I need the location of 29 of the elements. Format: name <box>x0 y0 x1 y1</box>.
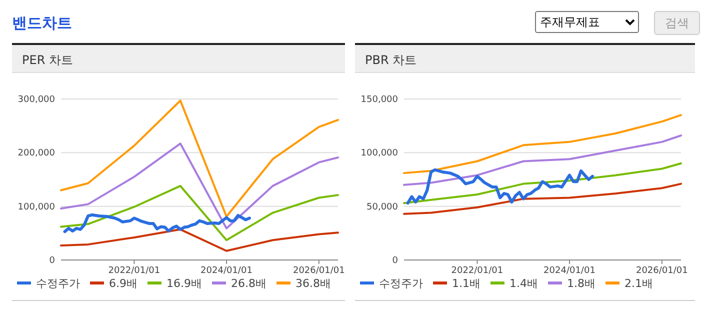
x-tick-label: 2024/01/01 <box>544 266 596 276</box>
y-tick-label: 0 <box>392 256 398 266</box>
legend-label: 수정주가 <box>379 277 423 290</box>
x-tick-label: 2026/01/01 <box>292 266 345 276</box>
x-tick-label: 2022/01/01 <box>451 266 504 276</box>
y-tick-label: 150,000 <box>360 95 398 105</box>
y-tick-label: 100,000 <box>18 202 56 212</box>
legend-label: 수정주가 <box>36 277 80 290</box>
x-tick-label: 2022/01/01 <box>108 266 160 276</box>
legend-label: 26.8배 <box>231 277 266 290</box>
legend-label: 1.8배 <box>567 277 596 290</box>
legend-label: 6.9배 <box>109 277 138 290</box>
legend-label: 2.1배 <box>624 277 653 290</box>
chart-title: PBR 차트 <box>355 43 695 73</box>
text: 검색 <box>654 11 700 35</box>
chart-title: PER 차트 <box>12 43 345 73</box>
y-tick-label: 300,000 <box>18 95 56 105</box>
x-tick-label: 2024/01/01 <box>200 266 252 276</box>
y-tick-label: 200,000 <box>18 148 56 159</box>
text: 주재무제표 <box>535 11 639 33</box>
legend-label: 16.9배 <box>166 277 202 290</box>
y-tick-label: 100,000 <box>360 148 398 159</box>
y-tick-label: 0 <box>49 256 56 266</box>
legend-label: 36.8배 <box>296 277 331 290</box>
legend-label: 1.4배 <box>510 277 538 290</box>
text: 밴드차트 <box>12 14 72 33</box>
y-tick-label: 50,000 <box>366 202 398 212</box>
legend-label: 1.1배 <box>452 277 480 290</box>
x-tick-label: 2026/01/01 <box>636 266 688 276</box>
